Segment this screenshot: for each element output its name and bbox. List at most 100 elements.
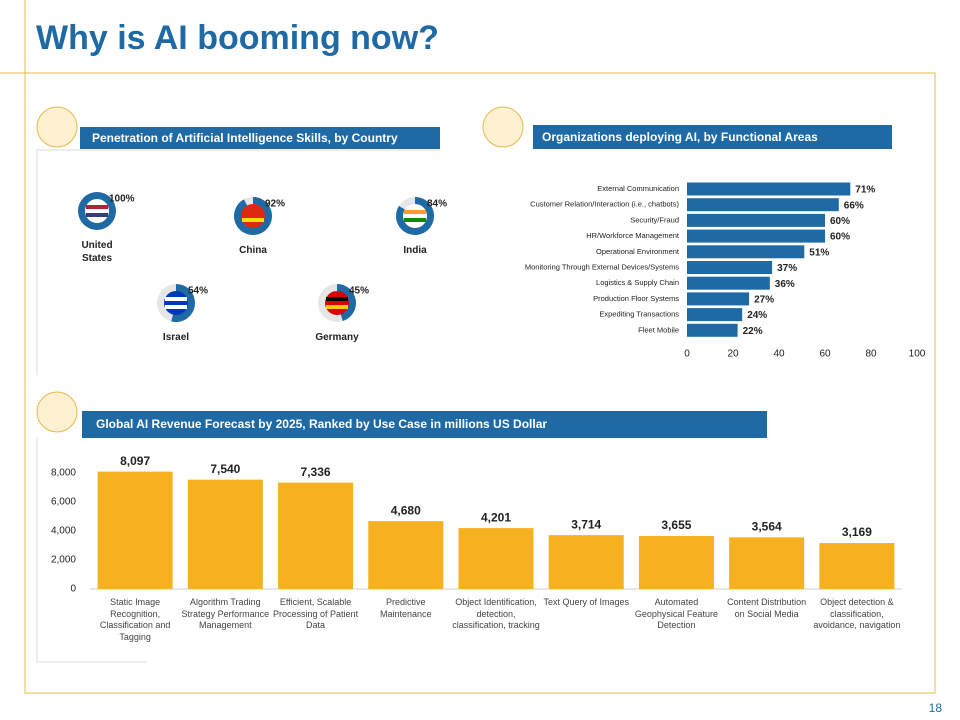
y-tick-label: 4,000 xyxy=(51,526,76,537)
category-label: China xyxy=(239,245,267,256)
value-label: 3,564 xyxy=(752,519,782,533)
page-number: 18 xyxy=(929,701,943,715)
flag xyxy=(242,210,264,214)
value-label: 84% xyxy=(427,199,447,210)
bar xyxy=(819,543,895,589)
category-label: Text Query of Images xyxy=(543,597,629,607)
x-tick-label: 0 xyxy=(684,349,690,360)
category-label: India xyxy=(403,245,427,256)
icon xyxy=(36,106,78,148)
bar xyxy=(687,323,738,337)
value-label: 37% xyxy=(777,263,797,274)
category-label: Customer Relation/Interaction (i.e., cha… xyxy=(530,200,679,209)
value-label: 66% xyxy=(844,200,864,211)
category-label: Object detection & classification, avoid… xyxy=(813,597,901,631)
bar xyxy=(368,521,444,589)
bar xyxy=(187,479,263,589)
flag xyxy=(85,199,109,223)
flag xyxy=(86,205,108,209)
icon xyxy=(36,391,78,433)
bar xyxy=(458,528,534,589)
x-tick-label: 100 xyxy=(909,349,926,360)
section-header xyxy=(82,411,767,438)
section-header xyxy=(80,127,440,149)
flag xyxy=(404,210,426,214)
bar xyxy=(687,229,825,243)
y-tick-label: 0 xyxy=(70,584,76,595)
category-label: United States xyxy=(81,240,113,264)
section-title: Global AI Revenue Forecast by 2025, Rank… xyxy=(96,417,547,431)
category-label: Predictive Maintenance xyxy=(379,597,432,619)
bar xyxy=(687,245,805,259)
x-tick-label: 60 xyxy=(819,349,831,360)
category-label: Object Identification, detection, classi… xyxy=(452,597,540,631)
bar xyxy=(97,471,173,589)
section-title: Organizations deploying AI, by Functiona… xyxy=(542,130,818,144)
value-label: 92% xyxy=(265,199,285,210)
category-label: Algorithm Trading Strategy Performance M… xyxy=(181,597,270,631)
bar xyxy=(687,308,743,322)
flag xyxy=(165,297,187,301)
value-label: 45% xyxy=(349,286,369,297)
frame xyxy=(24,72,936,694)
flag xyxy=(404,218,426,222)
category-label: Logistics & Supply Chain xyxy=(596,278,679,287)
flag xyxy=(325,291,349,315)
section-title: Penetration of Artificial Intelligence S… xyxy=(92,131,398,145)
flag xyxy=(86,213,108,217)
category-label: Operational Environment xyxy=(596,247,680,256)
value-label: 22% xyxy=(743,326,763,337)
bar xyxy=(687,261,773,274)
x-tick-label: 40 xyxy=(773,349,785,360)
flag xyxy=(242,218,264,222)
y-tick-label: 8,000 xyxy=(51,468,76,479)
value-label: 54% xyxy=(188,286,208,297)
bar xyxy=(687,198,839,212)
value-label: 7,336 xyxy=(301,465,331,479)
bar xyxy=(687,292,750,306)
bar xyxy=(548,535,624,589)
flag xyxy=(241,204,265,228)
value-label: 4,680 xyxy=(391,503,421,517)
category-label: Production Floor Systems xyxy=(593,294,679,303)
value-label: 51% xyxy=(809,247,829,258)
category-label: HR/Workforce Management xyxy=(586,231,680,240)
value-label: 7,540 xyxy=(210,462,240,476)
category-label: External Communication xyxy=(597,184,679,193)
flag xyxy=(164,291,188,315)
x-tick-label: 80 xyxy=(865,349,877,360)
flag xyxy=(403,204,427,228)
category-label: Israel xyxy=(162,332,190,343)
x-tick-label: 20 xyxy=(727,349,739,360)
bar xyxy=(687,182,851,196)
category-label: Efficient, Scalable Processing of Patien… xyxy=(273,597,359,631)
category-label: Automated Geophysical Feature Detection xyxy=(634,597,718,631)
category-label: Expediting Transactions xyxy=(599,310,679,319)
value-label: 100% xyxy=(109,194,135,205)
icon xyxy=(482,106,524,148)
y-tick-label: 2,000 xyxy=(51,555,76,566)
category-label: Security/Fraud xyxy=(630,215,679,224)
value-label: 4,201 xyxy=(481,510,511,524)
panel-border xyxy=(36,149,440,375)
value-label: 24% xyxy=(747,310,767,321)
y-tick-label: 6,000 xyxy=(51,497,76,508)
value-label: 71% xyxy=(855,185,875,196)
category-label: Content Distribution on Social Media xyxy=(727,597,807,619)
value-label: 8,097 xyxy=(120,454,150,468)
slide-title: Why is AI booming now? xyxy=(36,19,439,57)
flag xyxy=(326,305,348,309)
bar xyxy=(729,537,805,589)
bar xyxy=(687,213,825,227)
value-label: 60% xyxy=(830,232,850,243)
value-label: 27% xyxy=(754,295,774,306)
section-header xyxy=(533,125,892,149)
value-label: 3,655 xyxy=(661,518,691,532)
flag xyxy=(165,305,187,309)
category-label: Fleet Mobile xyxy=(638,325,679,334)
value-label: 3,714 xyxy=(571,517,601,531)
category-label: Static Image Recognition, Classification… xyxy=(99,597,171,643)
category-label: Germany xyxy=(315,332,359,343)
